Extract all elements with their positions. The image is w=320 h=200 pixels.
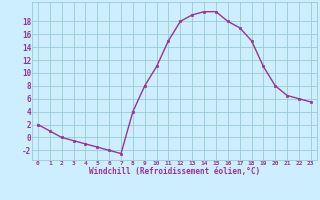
- X-axis label: Windchill (Refroidissement éolien,°C): Windchill (Refroidissement éolien,°C): [89, 167, 260, 176]
